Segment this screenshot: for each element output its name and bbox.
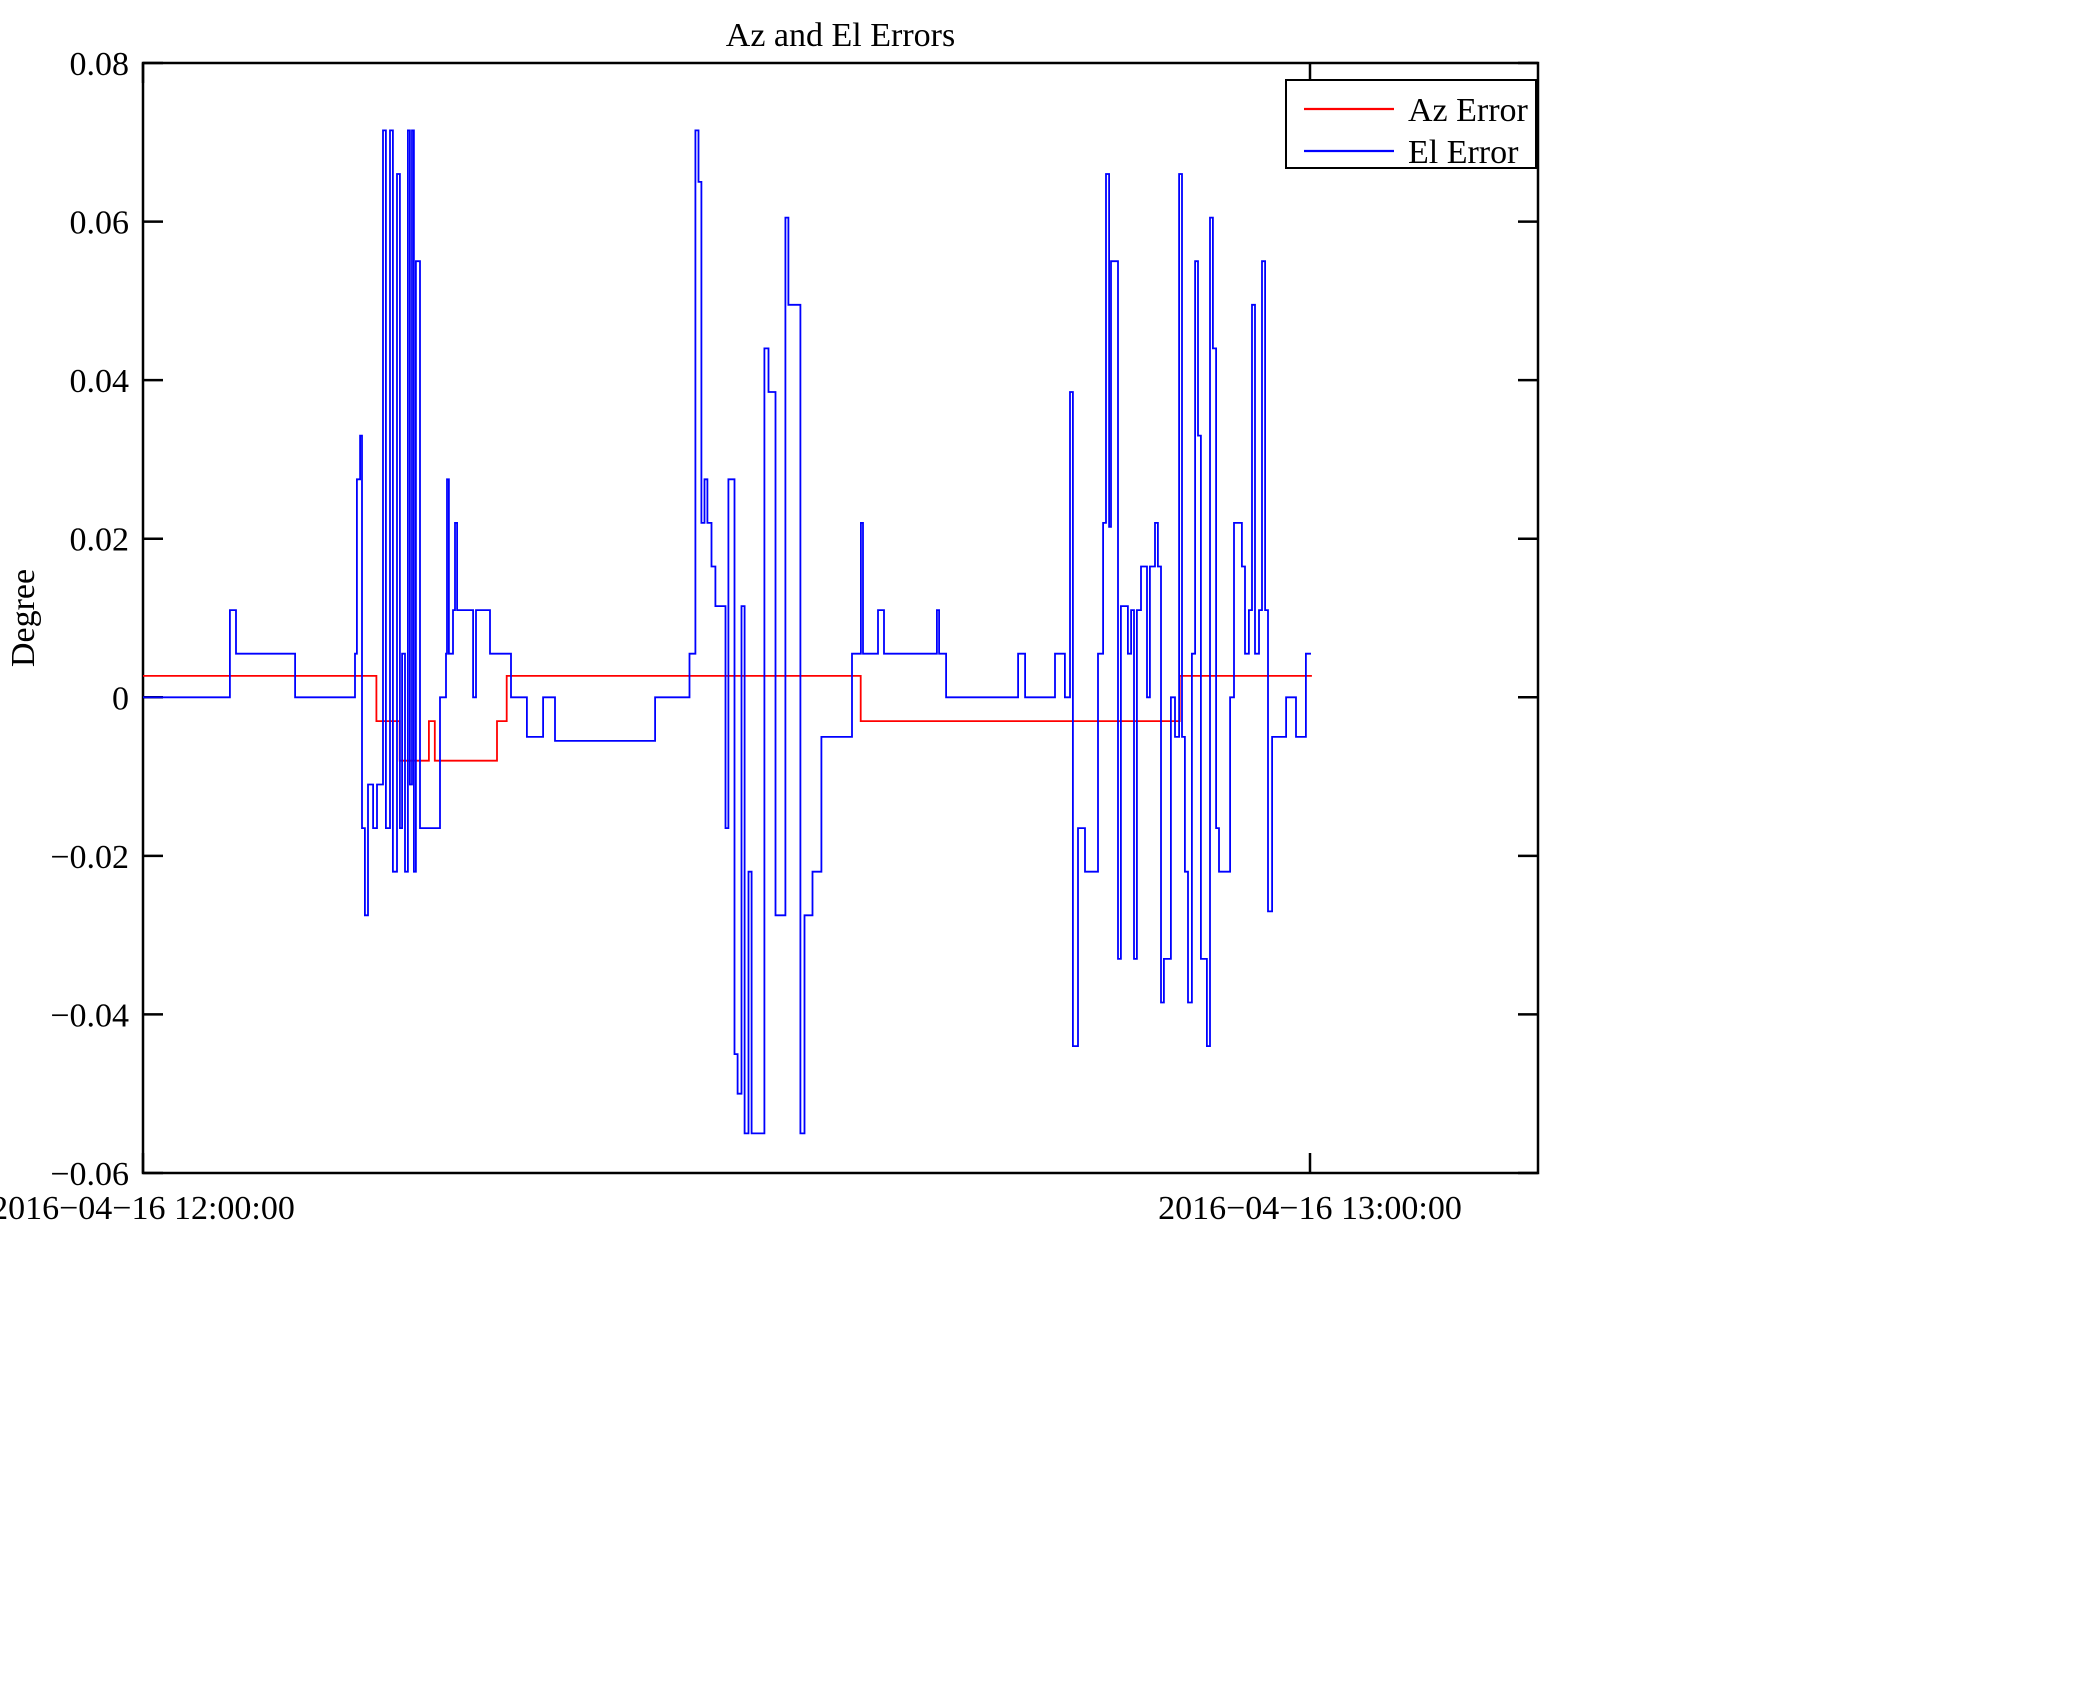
x-tick-label: 2016−04−16 12:00:00 — [0, 1190, 295, 1227]
legend-label: Az Error — [1408, 92, 1529, 129]
plot-frame — [141, 61, 1540, 1175]
y-tick-label: 0.08 — [70, 46, 130, 83]
chart-title: Az and El Errors — [726, 17, 955, 54]
x-tick-label: 2016−04−16 13:00:00 — [1158, 1190, 1462, 1227]
series-el-error — [143, 129, 1311, 1135]
series-az-error — [143, 675, 1312, 762]
legend-box — [1285, 79, 1537, 169]
legend-label: El Error — [1408, 134, 1519, 171]
y-tick-label: −0.04 — [50, 997, 129, 1034]
y-tick-label: −0.06 — [50, 1156, 129, 1193]
y-tick-label: 0 — [112, 680, 129, 717]
y-axis-label: Degree — [5, 569, 42, 667]
y-tick-label: 0.06 — [70, 205, 130, 242]
y-tick-label: 0.02 — [70, 522, 130, 559]
y-tick-label: −0.02 — [50, 839, 129, 876]
y-tick-label: 0.04 — [70, 363, 130, 400]
